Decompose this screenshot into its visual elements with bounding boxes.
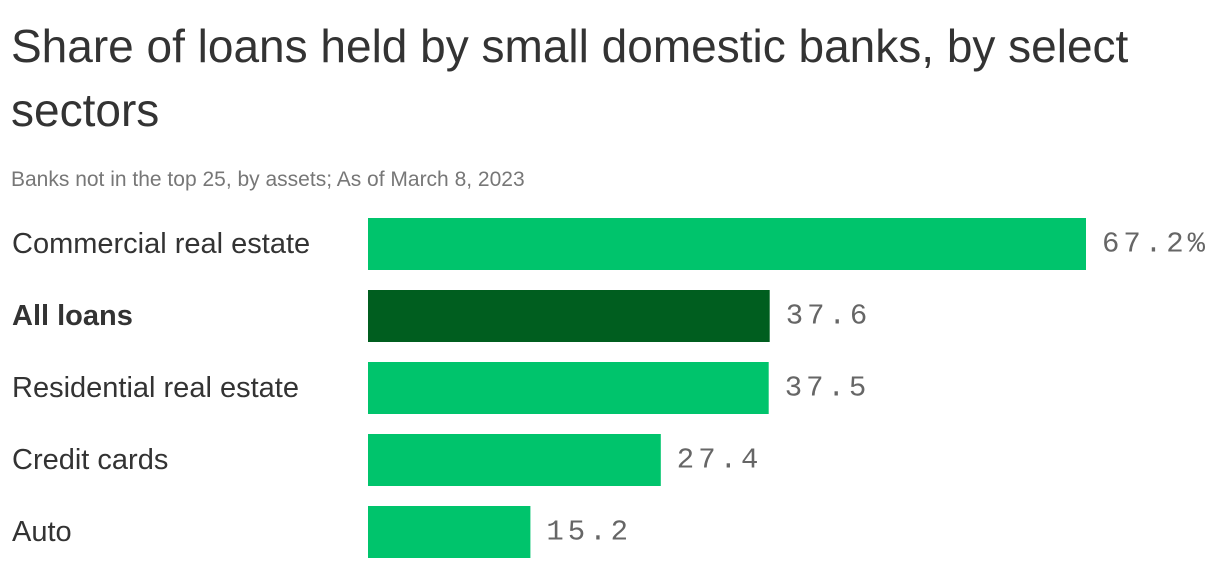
value-label-auto: 15.2 [546,516,632,549]
category-label-auto: Auto [12,516,72,548]
bar-credit-cards [368,434,661,486]
value-label-all-loans: 37.6 [786,300,872,333]
category-label-credit-cards: Credit cards [12,444,168,476]
value-label-credit-cards: 27.4 [677,444,763,477]
chart-title: Share of loans held by small domestic ba… [11,20,1129,136]
category-label-all-loans: All loans [12,300,133,332]
chart-subtitle: Banks not in the top 25, by assets; As o… [11,168,525,191]
category-label-residential-real-estate: Residential real estate [12,372,299,404]
value-label-residential-real-estate: 37.5 [785,372,871,405]
value-label-commercial-real-estate: 67.2% [1102,228,1209,261]
bar-residential-real-estate [368,362,769,414]
bar-chart: Commercial real estate 67.2% All loans 37.6… [12,218,1209,558]
bar-auto [368,506,531,558]
category-label-commercial-real-estate: Commercial real estate [12,228,310,260]
bar-all-loans [368,290,770,342]
bar-commercial-real-estate [368,218,1086,270]
